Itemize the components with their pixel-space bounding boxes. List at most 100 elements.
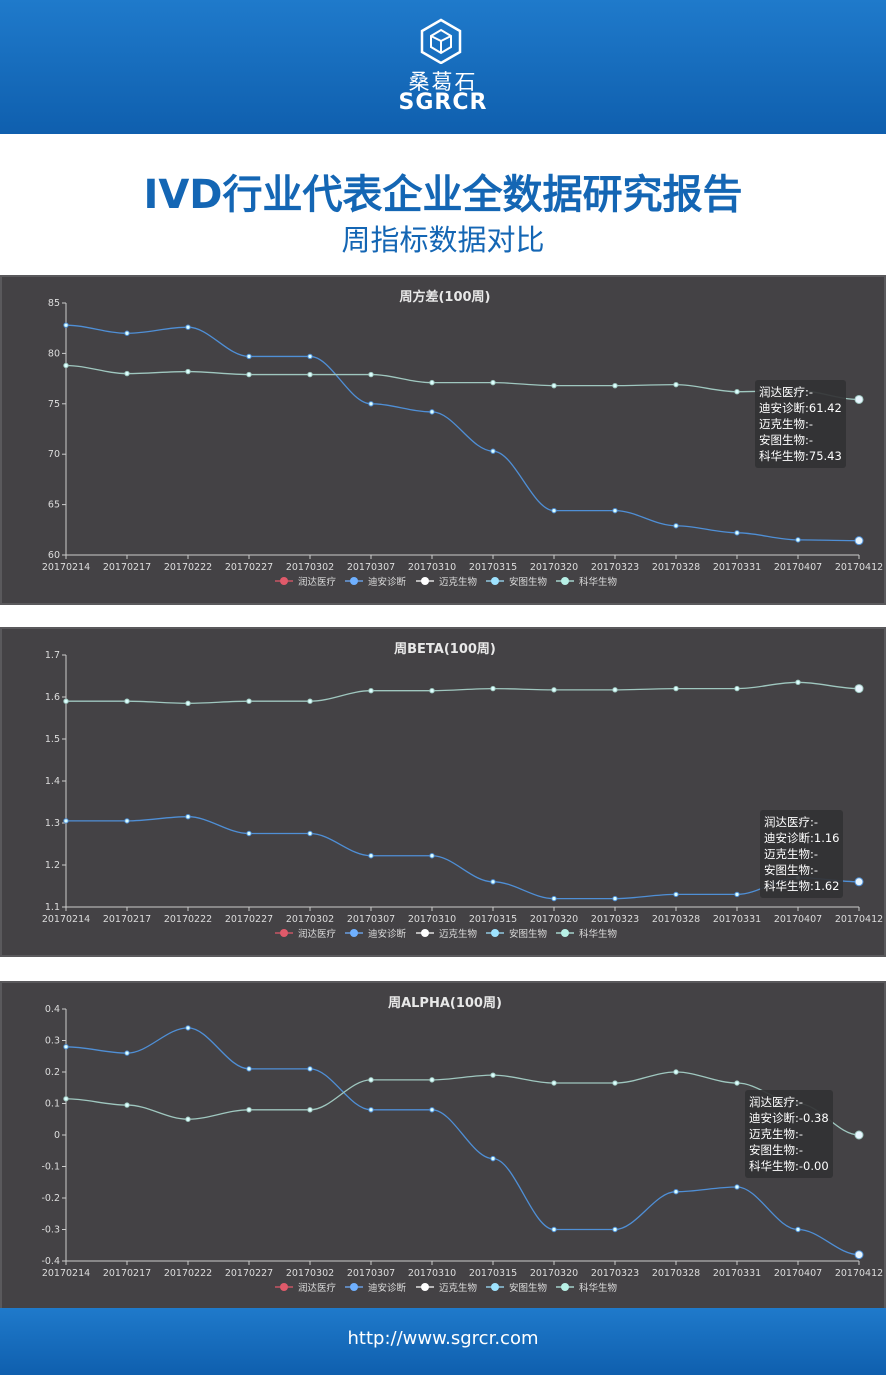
legend-label-2[interactable]: 迈克生物 — [439, 928, 478, 940]
data-point — [124, 1050, 130, 1056]
x-tick-label: 20170407 — [774, 914, 822, 925]
data-point — [307, 698, 313, 704]
chart-title: 周方差(100周) — [399, 289, 490, 305]
data-point — [673, 381, 679, 388]
x-tick-label: 20170315 — [469, 1268, 517, 1279]
x-tick-label: 20170227 — [225, 1268, 273, 1279]
x-tick-label: 20170217 — [103, 914, 151, 925]
legend-label-0[interactable]: 润达医疗 — [298, 928, 337, 940]
legend-label-0[interactable]: 润达医疗 — [298, 1282, 337, 1294]
logo-cube-icon — [420, 18, 462, 64]
legend-marker — [561, 1283, 569, 1291]
x-tick-label: 20170320 — [530, 1268, 578, 1279]
data-point — [854, 684, 864, 694]
y-tick-label: 0 — [54, 1130, 60, 1141]
legend-label-1[interactable]: 迪安诊断 — [368, 576, 407, 588]
y-tick-label: 0.3 — [45, 1036, 60, 1047]
legend-label-3[interactable]: 安图生物 — [509, 1282, 548, 1294]
series-line-kehua — [65, 1071, 860, 1136]
x-tick-label: 20170412 — [835, 914, 883, 925]
data-point — [551, 382, 557, 389]
data-point — [854, 394, 864, 404]
data-point — [612, 1080, 618, 1086]
legend-marker — [280, 929, 288, 937]
x-tick-label: 20170227 — [225, 914, 273, 925]
data-point — [734, 1080, 740, 1086]
data-point — [490, 379, 496, 386]
legend-label-1[interactable]: 迪安诊断 — [368, 1282, 407, 1294]
legend-label-2[interactable]: 迈克生物 — [439, 576, 478, 588]
x-tick-label: 20170328 — [652, 914, 700, 925]
legend-marker — [421, 1283, 429, 1291]
chart-variance: 周方差(100周) 60 65 70 75 80 85 20170214 20170217 201… — [42, 289, 883, 588]
legend-marker — [561, 929, 569, 937]
data-point — [246, 1107, 252, 1113]
data-point — [734, 530, 740, 536]
data-point — [429, 379, 435, 386]
data-point — [246, 1066, 252, 1072]
data-point — [551, 895, 557, 902]
data-point — [673, 1189, 679, 1195]
data-point — [185, 1116, 191, 1122]
y-tick-label: 1.1 — [45, 902, 60, 913]
data-point — [429, 853, 435, 859]
data-point — [673, 1069, 679, 1075]
data-point — [63, 362, 69, 369]
x-tick-label: 20170412 — [835, 1268, 883, 1279]
data-point — [551, 1080, 557, 1086]
x-tick-label: 20170222 — [164, 914, 212, 925]
y-tick-label: 75 — [48, 399, 60, 410]
website-link[interactable]: http://www.sgrcr.com — [347, 1328, 539, 1349]
legend-label-4[interactable]: 科华生物 — [579, 928, 618, 940]
legend-marker — [350, 929, 358, 937]
data-point — [124, 698, 130, 704]
chart-alpha: 周ALPHA(100周) -0.4 -0.3 -0.2 -0.1 0 0.1 0.2 0.3 0.… — [41, 996, 883, 1294]
data-point — [368, 688, 374, 694]
data-point — [63, 322, 69, 328]
chart-tooltip: 润达医疗:- 迪安诊断:-0.38 迈克生物:- 安图生物:- 科华生物:-0.00 — [745, 1090, 833, 1178]
x-tick-label: 20170323 — [591, 914, 639, 925]
tooltip-line: 润达医疗:- — [764, 815, 819, 829]
y-tick-label: 0.4 — [45, 1004, 60, 1015]
data-point — [368, 1107, 374, 1113]
data-point — [124, 330, 130, 336]
data-point — [612, 507, 618, 514]
legend-label-3[interactable]: 安图生物 — [509, 928, 548, 940]
x-tick-label: 20170214 — [42, 914, 90, 925]
data-point — [551, 687, 557, 693]
x-tick-label: 20170331 — [713, 562, 761, 573]
y-tick-label: -0.1 — [41, 1162, 60, 1173]
data-point — [490, 448, 496, 454]
data-point — [854, 1250, 864, 1260]
data-point — [124, 370, 130, 377]
x-tick-label: 20170227 — [225, 562, 273, 573]
legend-marker — [421, 577, 429, 585]
brand-name-cn: 桑葛石 — [408, 70, 478, 94]
data-point — [185, 814, 191, 820]
report-subtitle: 周指标数据对比 — [341, 223, 545, 257]
legend-label-0[interactable]: 润达医疗 — [298, 576, 337, 588]
chart-tooltip: 润达医疗:- 迪安诊断:61.42 迈克生物:- 安图生物:- 科华生物:75.43 — [755, 380, 846, 468]
legend-label-4[interactable]: 科华生物 — [579, 576, 618, 588]
data-point — [368, 853, 374, 859]
x-tick-label: 20170307 — [347, 1268, 395, 1279]
y-tick-label: 80 — [48, 348, 60, 359]
legend-label-3[interactable]: 安图生物 — [509, 576, 548, 588]
x-tick-label: 20170217 — [103, 1268, 151, 1279]
y-tick-label: -0.3 — [41, 1225, 60, 1236]
data-point — [734, 1184, 740, 1190]
x-tick-label: 20170214 — [42, 562, 90, 573]
x-tick-label: 20170328 — [652, 562, 700, 573]
tooltip-line: 安图生物:- — [749, 1143, 804, 1157]
data-point — [307, 353, 313, 360]
data-point — [854, 1130, 864, 1140]
x-tick-label: 20170407 — [774, 1268, 822, 1279]
legend-marker — [280, 577, 288, 585]
legend-marker — [280, 1283, 288, 1291]
data-point — [551, 1226, 557, 1233]
legend-label-1[interactable]: 迪安诊断 — [368, 928, 407, 940]
legend-label-4[interactable]: 科华生物 — [579, 1282, 618, 1294]
legend-label-2[interactable]: 迈克生物 — [439, 1282, 478, 1294]
y-tick-label: 1.2 — [45, 860, 60, 871]
data-point — [124, 1102, 130, 1108]
